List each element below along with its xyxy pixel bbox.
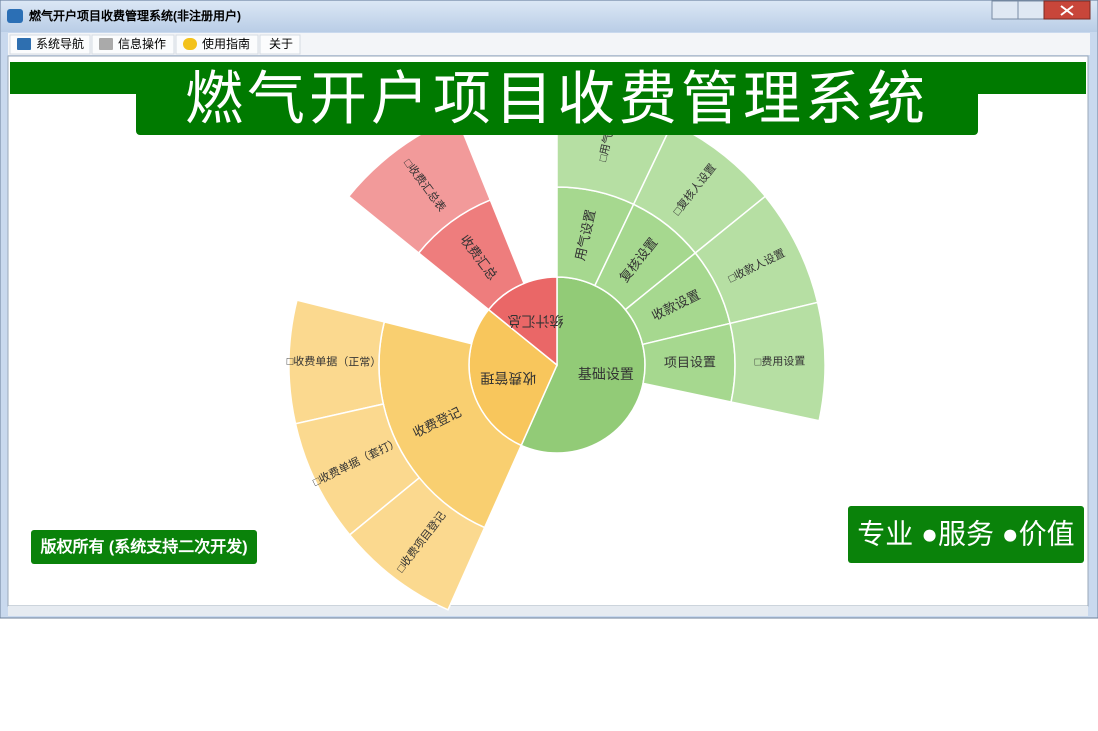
segment-label: 基础设置 (578, 366, 634, 382)
status-bar (8, 606, 1088, 616)
segment-label: 统计汇总 (507, 313, 563, 329)
menu-label: 使用指南 (202, 36, 250, 51)
maximize-button[interactable] (1017, 0, 1045, 20)
menu-label: 关于 (269, 37, 293, 51)
menu-label: 信息操作 (118, 36, 166, 51)
menu-segment[interactable] (288, 299, 386, 425)
slogan-box (848, 506, 1084, 563)
segment-label: □费用设置 (755, 355, 806, 369)
segment-label: □收费单据（正常） (287, 354, 382, 369)
banner-title: 燃气开户项目收费管理系统 (185, 66, 929, 131)
copyright-box (31, 530, 257, 564)
app-icon (7, 9, 23, 23)
banner (136, 64, 978, 135)
title-bar (1, 1, 1097, 32)
segment-label: 项目设置 (664, 354, 716, 370)
menu-icon (99, 38, 113, 50)
copyright: 版权所有 (系统支持二次开发) (39, 537, 247, 556)
menu-item[interactable] (259, 34, 301, 55)
menu-segment[interactable] (729, 301, 826, 422)
menu-icon (17, 38, 31, 50)
menu-segment[interactable] (348, 476, 486, 611)
menu-item[interactable] (175, 34, 259, 55)
menu-icon (183, 38, 197, 50)
menu-segment[interactable] (347, 115, 492, 255)
close-icon (1060, 5, 1074, 16)
minimize-button[interactable] (991, 0, 1019, 20)
segment-label: 收费管理 (480, 370, 536, 386)
menu-label: 系统导航 (36, 36, 84, 51)
slogan: 专业 ●服务 ●价值 (857, 518, 1074, 549)
window-title: 燃气开户项目收费管理系统(非注册用户) (29, 8, 241, 23)
menu-segment[interactable] (294, 403, 421, 536)
